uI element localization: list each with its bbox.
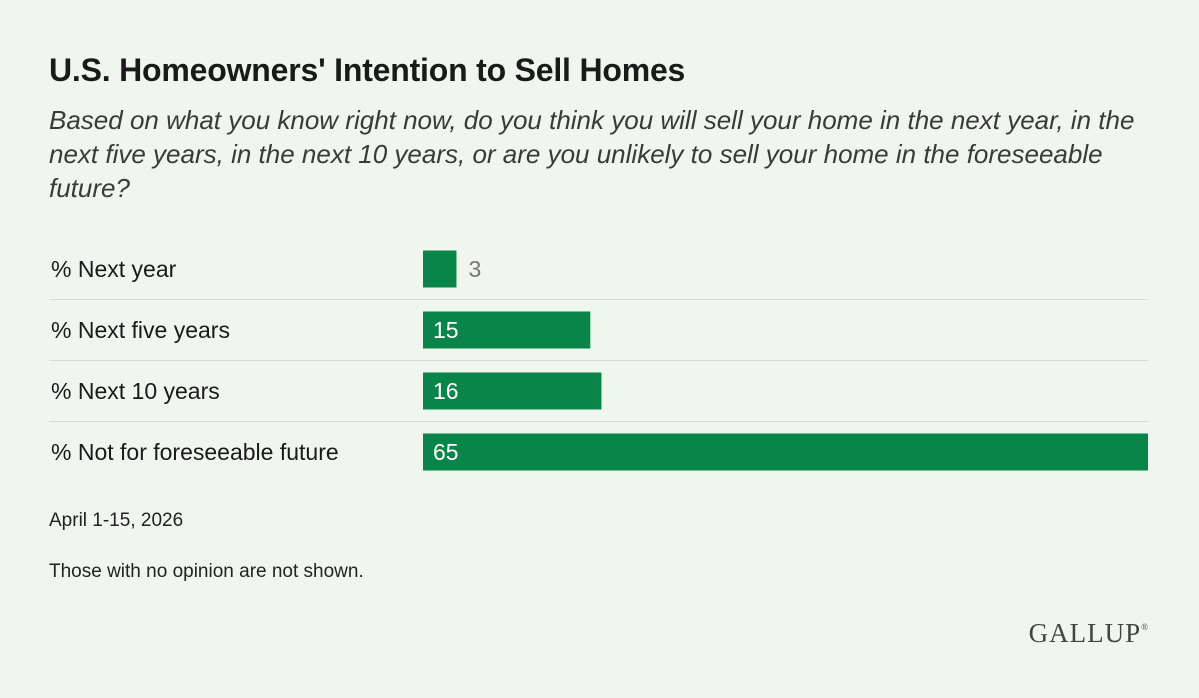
data-label: 3 [468,256,481,282]
bar [423,250,457,288]
chart-title: U.S. Homeowners' Intention to Sell Homes [49,52,686,88]
bar [423,433,1148,471]
bar [423,372,602,410]
category-label: % Next 10 years [51,378,220,404]
data-label: 16 [433,378,459,404]
bar [423,311,591,349]
survey-date: April 1-15, 2026 [49,510,184,531]
category-label: % Next year [51,256,177,282]
gallup-logo: GALLUP® [1029,618,1149,649]
bar-chart: % Next year 3 % Next five years 15 % Next 10… [49,250,1148,471]
chart-subtitle: Based on what you know right now, do you… [49,105,1135,203]
logo-registered-mark: ® [1141,622,1149,632]
footnote: Those with no opinion are not shown. [49,561,364,582]
category-label: % Not for foreseeable future [51,439,339,465]
logo-text: GALLUP [1028,618,1142,648]
data-label: 65 [433,439,459,465]
category-label: % Next five years [51,317,230,343]
data-label: 15 [433,317,459,343]
